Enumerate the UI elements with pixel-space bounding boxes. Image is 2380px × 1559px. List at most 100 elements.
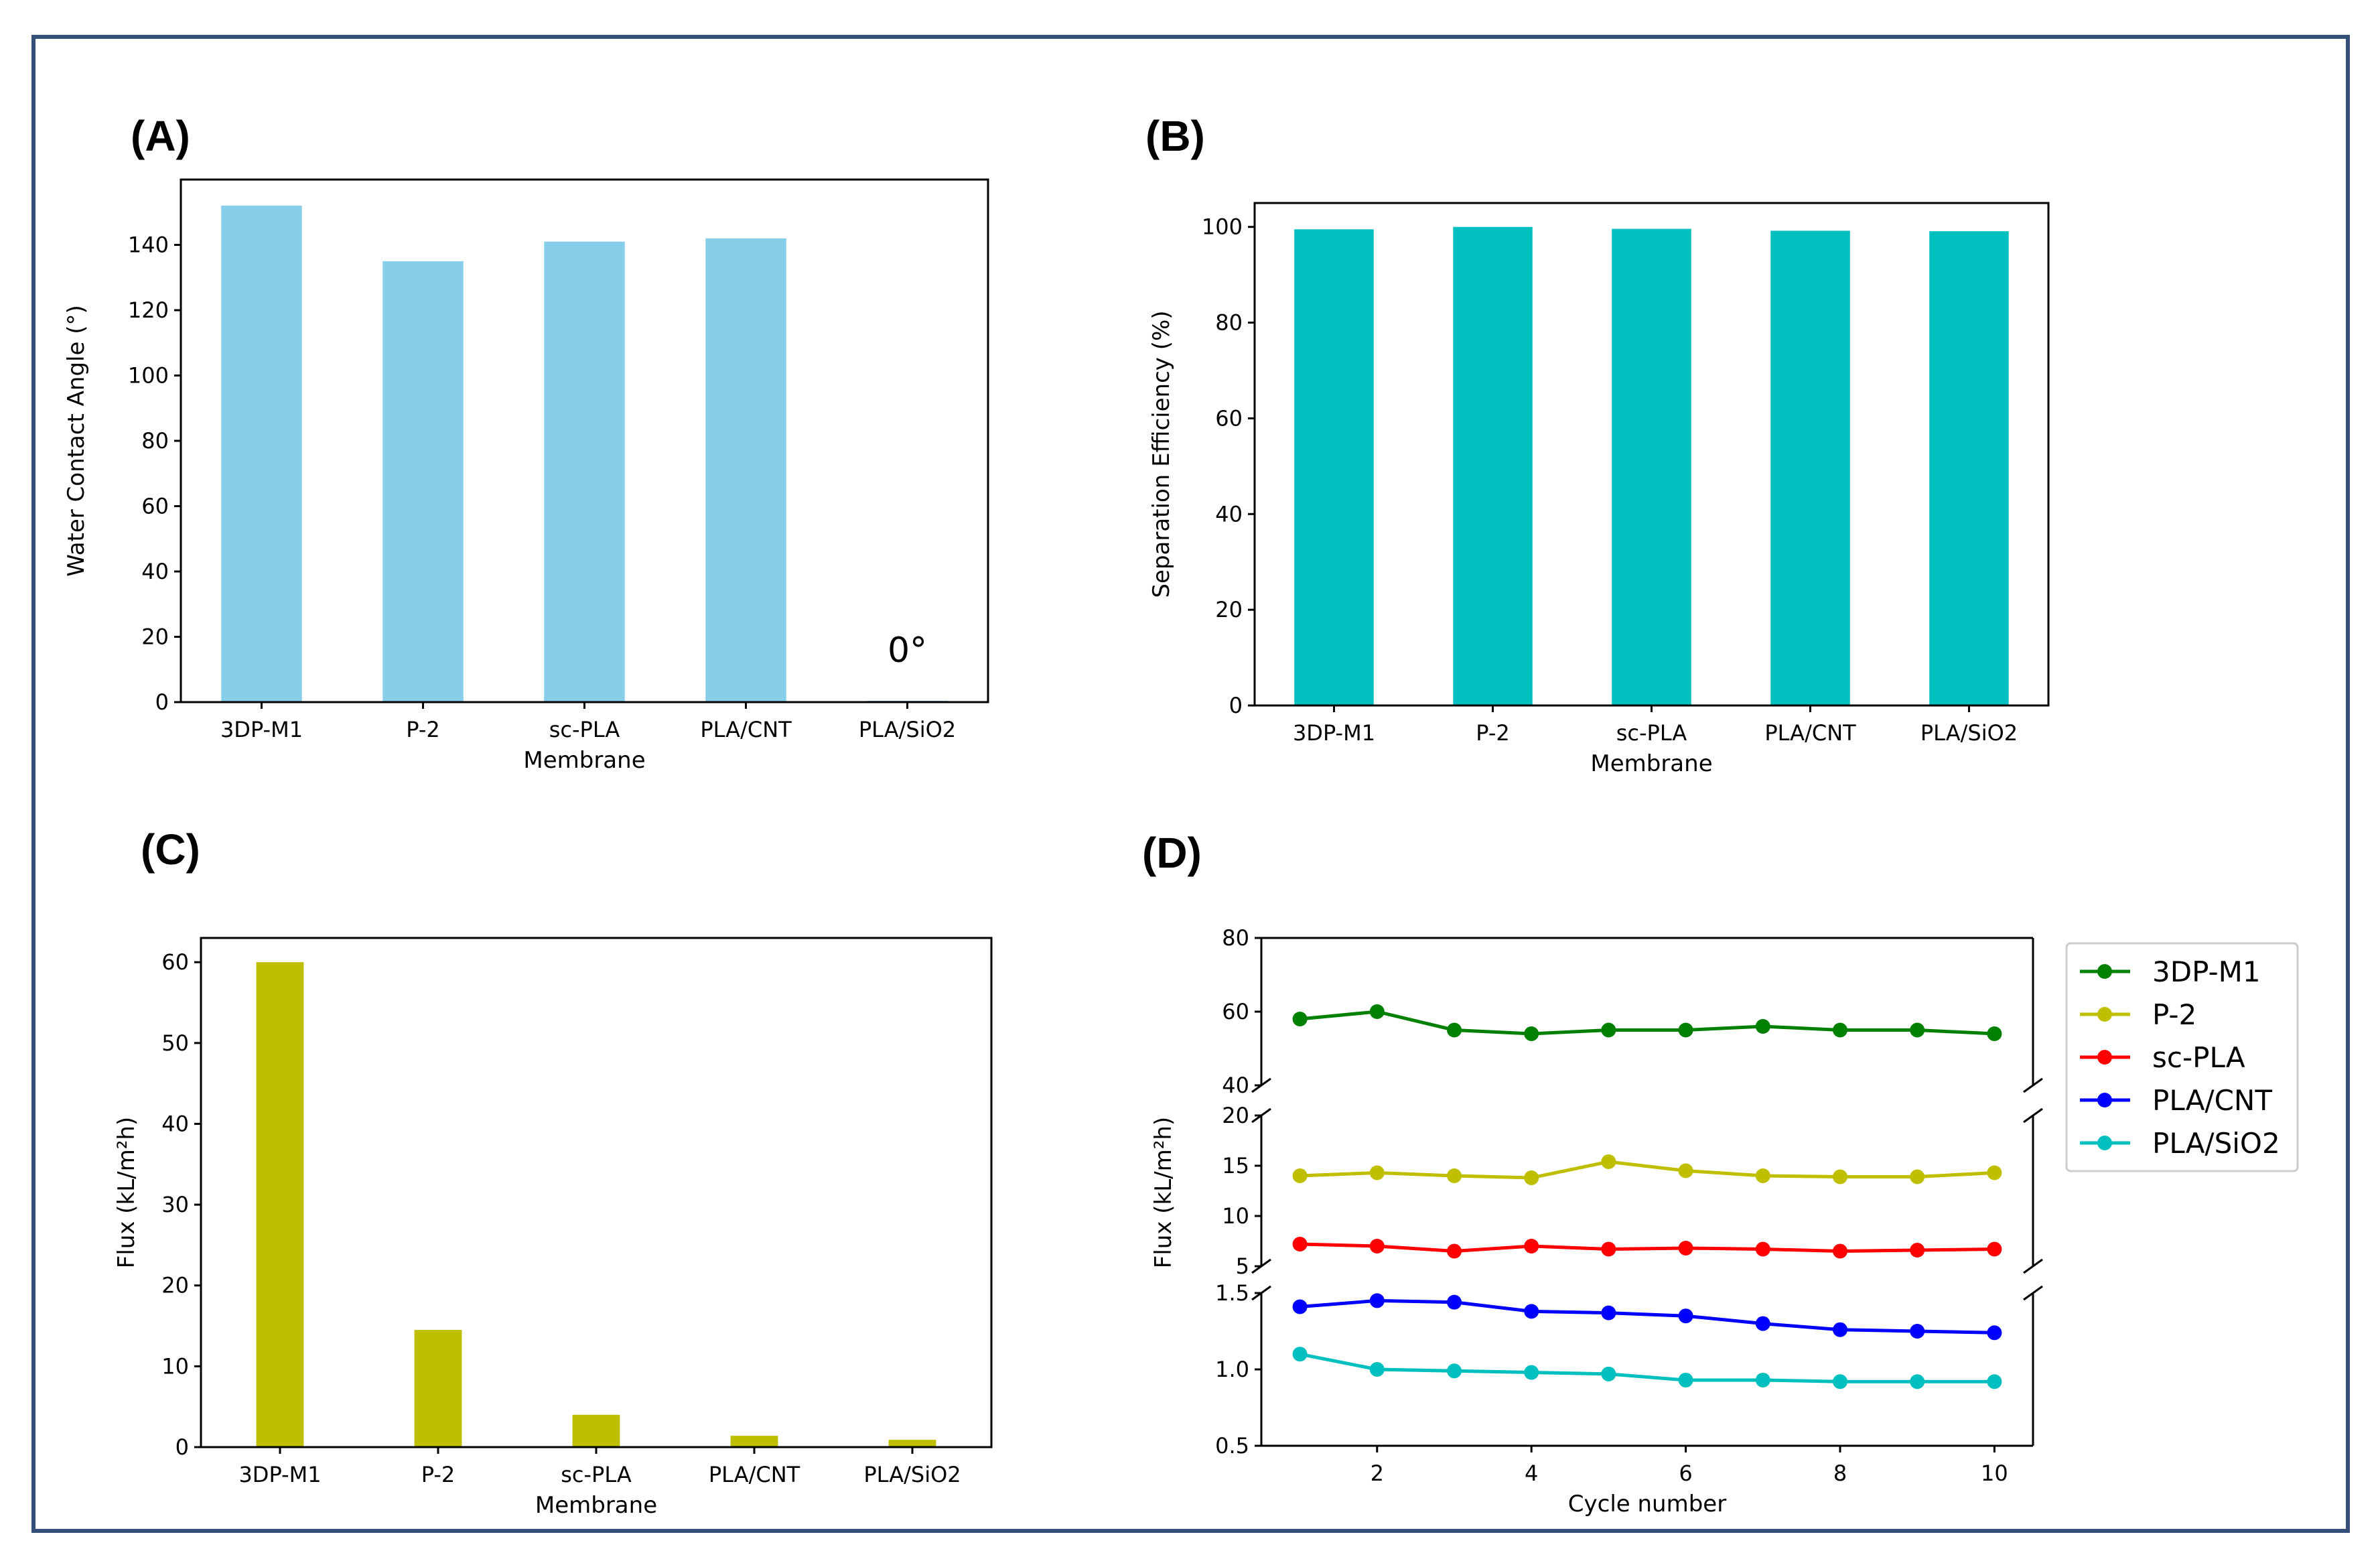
bar-P-2	[382, 261, 464, 702]
x-tick-label: P-2	[421, 1462, 456, 1487]
legend-marker-PLA/SiO2	[2097, 1136, 2112, 1150]
y-tick-label: 40	[1222, 1073, 1249, 1098]
legend-marker-sc-PLA	[2097, 1050, 2112, 1065]
bar-PLA/CNT	[705, 238, 786, 702]
series-point-3DP-M1	[1755, 1019, 1770, 1034]
y-tick-label: 50	[161, 1030, 189, 1056]
series-point-sc-PLA	[1987, 1241, 2002, 1257]
legend-marker-3DP-M1	[2097, 964, 2112, 979]
x-axis-title: Membrane	[523, 747, 645, 774]
break-mark	[2023, 1285, 2043, 1301]
series-point-sc-PLA	[1447, 1243, 1462, 1259]
x-tick-label: 10	[1981, 1461, 2008, 1486]
series-point-P-2	[1601, 1154, 1616, 1169]
y-tick-label: 40	[1215, 501, 1243, 527]
x-tick-label: PLA/CNT	[700, 717, 792, 742]
legend-label-3DP-M1: 3DP-M1	[2152, 955, 2261, 988]
series-point-sc-PLA	[1833, 1243, 1847, 1259]
y-tick-label: 15	[1222, 1153, 1249, 1178]
bar-PLA/CNT	[1770, 230, 1850, 705]
series-point-3DP-M1	[1369, 1004, 1385, 1019]
legend-label-sc-PLA: sc-PLA	[2152, 1041, 2245, 1074]
series-point-3DP-M1	[1987, 1026, 2002, 1041]
x-tick-label: 8	[1833, 1461, 1847, 1486]
panel-c: 3DP-M1 P-2 sc-PLA PLA/CNT PLA/SiO2 0 10 20 30 40 5…	[113, 825, 993, 1519]
bar-3DP-M1	[256, 962, 304, 1447]
series-point-PLA/SiO2	[1987, 1374, 2002, 1389]
y-tick-label: 20	[161, 1273, 189, 1298]
panel-label: (B)	[1145, 112, 1205, 160]
series-point-P-2	[1447, 1168, 1462, 1183]
series-point-sc-PLA	[1369, 1239, 1385, 1253]
x-tick-label: P-2	[1476, 720, 1510, 746]
series-point-PLA/SiO2	[1601, 1366, 1616, 1381]
bar-PLA/CNT	[730, 1436, 778, 1447]
series-point-PLA/SiO2	[1910, 1374, 1925, 1389]
series-point-PLA/SiO2	[1524, 1365, 1539, 1380]
y-tick-label: 60	[1215, 405, 1243, 431]
bar-sc-PLA	[1612, 228, 1691, 706]
y-tick-label: 1.0	[1215, 1357, 1249, 1382]
y-tick-label: 40	[161, 1111, 189, 1136]
y-tick-label: 60	[161, 949, 189, 975]
x-tick-label: sc-PLA	[1616, 720, 1687, 746]
series-point-P-2	[1292, 1168, 1308, 1183]
y-tick-label: 20	[1215, 597, 1243, 622]
series-point-PLA/SiO2	[1292, 1347, 1308, 1362]
break-mark	[2023, 1258, 2043, 1274]
plot-frame	[1253, 202, 2050, 707]
bar-PLA/SiO2	[888, 1440, 936, 1447]
y-axis-title: Flux (kL/m²h)	[113, 1117, 140, 1268]
x-tick-label: 6	[1679, 1461, 1692, 1486]
x-tick-label: P-2	[406, 717, 440, 742]
series-point-P-2	[1524, 1170, 1539, 1185]
series-line-PLA/SiO2	[1300, 1352, 1995, 1383]
series-point-PLA/CNT	[1447, 1294, 1462, 1310]
bar-3DP-M1	[221, 206, 302, 702]
break-mark	[2023, 1077, 2043, 1093]
y-tick-label: 120	[128, 297, 169, 323]
series-point-P-2	[1678, 1163, 1693, 1178]
series-point-PLA/SiO2	[1678, 1372, 1693, 1387]
panel-label: (A)	[131, 112, 190, 160]
series-point-sc-PLA	[1678, 1241, 1693, 1256]
y-tick-label: 5	[1236, 1253, 1249, 1279]
y-tick-label: 0	[155, 689, 169, 715]
y-tick-label: 10	[161, 1353, 189, 1379]
series-point-PLA/CNT	[1910, 1324, 1925, 1339]
y-axis-title: Water Contact Angle (°)	[63, 305, 90, 577]
series-point-P-2	[1910, 1169, 1925, 1184]
series-point-P-2	[1987, 1165, 2002, 1180]
series-point-3DP-M1	[1601, 1022, 1616, 1038]
series-point-PLA/CNT	[1601, 1305, 1616, 1320]
y-tick-label: 10	[1222, 1203, 1249, 1229]
series-point-PLA/SiO2	[1833, 1374, 1847, 1389]
y-tick-label: 0.5	[1215, 1433, 1249, 1459]
y-tick-label: 0	[1229, 693, 1243, 718]
x-tick-label: sc-PLA	[549, 717, 620, 742]
series-line-PLA/CNT	[1300, 1298, 1995, 1335]
y-tick-label: 100	[1202, 214, 1243, 240]
bar-sc-PLA	[544, 241, 625, 702]
y-tick-label: 80	[1222, 925, 1249, 951]
x-tick-label: PLA/SiO2	[1920, 720, 2018, 746]
y-tick-label: 60	[1222, 999, 1249, 1024]
series-line-sc-PLA	[1300, 1242, 1995, 1253]
legend-label-PLA/SiO2: PLA/SiO2	[2152, 1127, 2280, 1160]
series-point-3DP-M1	[1524, 1026, 1539, 1041]
y-tick-label: 60	[141, 494, 169, 519]
series-point-3DP-M1	[1292, 1012, 1308, 1026]
legend-box	[2065, 942, 2299, 1172]
x-tick-label: PLA/SiO2	[859, 717, 956, 742]
series-point-sc-PLA	[1910, 1243, 1925, 1258]
panel-b: 3DP-M1 P-2 sc-PLA PLA/CNT PLA/SiO2 0 20 40 60 80 1…	[1145, 112, 2050, 777]
y-tick-label: 140	[128, 232, 169, 258]
y-tick-label: 100	[128, 363, 169, 389]
panel-a: 3DP-M1 P-2 sc-PLA PLA/CNT PLA/SiO2 0 20 40 60 80 1…	[63, 112, 989, 774]
bar-3DP-M1	[1294, 229, 1374, 705]
series-point-3DP-M1	[1833, 1022, 1847, 1038]
series-point-3DP-M1	[1678, 1022, 1693, 1038]
y-axis-title: Separation Efficiency (%)	[1148, 310, 1175, 598]
legend-marker-PLA/CNT	[2097, 1093, 2112, 1107]
